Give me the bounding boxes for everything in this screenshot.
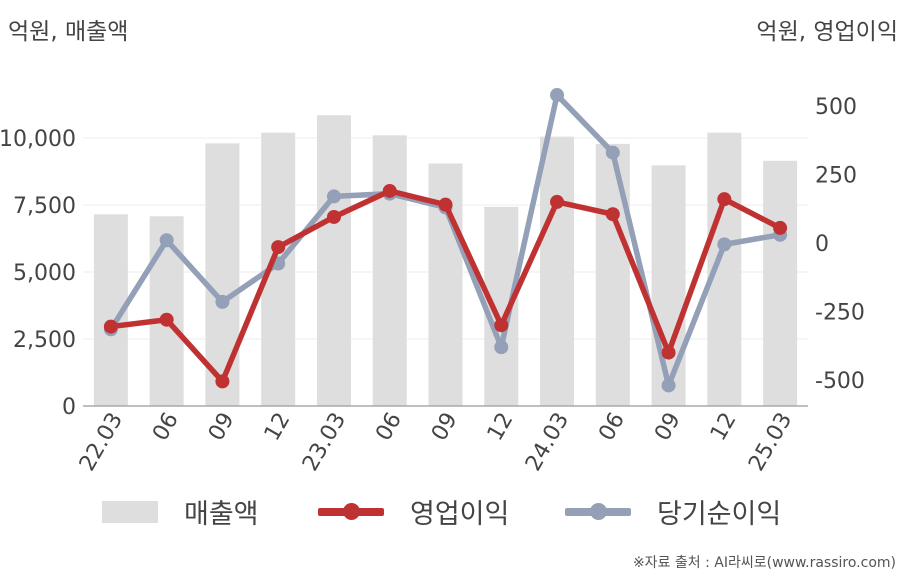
bar-revenue: [540, 136, 575, 406]
point-net-income: [717, 237, 732, 252]
left-axis-tick-label: 10,000: [0, 127, 76, 152]
bar-revenue: [763, 160, 798, 406]
point-net-income: [661, 378, 676, 393]
point-net-income: [215, 294, 230, 309]
point-operating-profit: [494, 318, 509, 333]
legend-label-revenue: 매출액: [184, 499, 259, 530]
x-axis-tick-label: 09: [650, 409, 686, 446]
x-axis-tick-label: 12: [260, 409, 296, 446]
point-operating-profit: [550, 194, 565, 209]
point-operating-profit: [326, 209, 341, 224]
point-operating-profit: [215, 374, 230, 389]
point-operating-profit: [773, 220, 788, 235]
legend-item-operating-profit: 영업이익: [318, 492, 509, 531]
bar-revenue: [651, 165, 686, 406]
x-axis-tick-label: 22.03: [75, 409, 128, 476]
left-axis-tick-label: 2,500: [13, 328, 76, 353]
right-axis-unit-label: 억원, 영업이익: [756, 19, 898, 45]
point-operating-profit: [103, 319, 118, 334]
left-axis-tick-label: 0: [62, 395, 76, 420]
point-operating-profit: [717, 192, 732, 207]
bar-revenue: [316, 115, 351, 406]
right-axis-tick-label: 0: [815, 232, 829, 257]
bar-revenue: [595, 143, 630, 406]
point-operating-profit: [438, 197, 453, 212]
legend-swatch-revenue: [102, 500, 158, 523]
right-axis-tick-label: 250: [815, 164, 857, 189]
left-axis-tick-label: 7,500: [13, 194, 76, 219]
point-net-income: [605, 145, 620, 160]
point-operating-profit: [661, 345, 676, 360]
point-operating-profit: [382, 183, 397, 198]
bar-revenue: [484, 206, 519, 406]
legend-item-net-income: 당기순이익: [565, 492, 781, 531]
point-operating-profit: [271, 240, 286, 255]
point-operating-profit: [159, 312, 174, 327]
right-axis-tick-label: -500: [815, 369, 865, 394]
legend-swatch-net-income: [565, 502, 631, 520]
legend-label-operating-profit: 영업이익: [410, 499, 510, 530]
x-axis-tick-label: 25.03: [744, 409, 797, 476]
point-operating-profit: [605, 207, 620, 222]
bar-revenue: [372, 135, 407, 406]
right-axis-tick-label: 500: [815, 95, 857, 120]
bar-revenue: [205, 143, 240, 407]
chart-legend: 매출액 영업이익 당기순이익: [0, 492, 908, 536]
x-axis-tick-label: 06: [148, 409, 184, 446]
x-axis-tick-label: 12: [483, 409, 519, 446]
point-net-income: [159, 233, 174, 248]
x-axis-tick-label: 06: [594, 409, 630, 446]
right-axis-tick-label: -250: [815, 301, 865, 326]
x-axis-tick-label: 12: [706, 409, 742, 446]
point-net-income: [494, 340, 509, 355]
left-axis-tick-label: 5,000: [13, 261, 76, 286]
point-net-income: [326, 189, 341, 204]
x-axis-tick-label: 09: [204, 409, 240, 446]
legend-swatch-operating-profit: [318, 502, 384, 520]
x-axis-tick-label: 09: [427, 409, 463, 446]
point-net-income: [550, 88, 565, 103]
bar-revenue: [149, 216, 184, 406]
x-axis-tick-label: 23.03: [298, 409, 351, 476]
x-axis-tick-label: 24.03: [521, 409, 574, 476]
legend-item-revenue: 매출액: [102, 492, 259, 531]
legend-label-net-income: 당기순이익: [657, 499, 782, 530]
combo-chart: 0 2,500 5,000 7,500 10,000 -500 -250 0 250 500 22.…: [0, 88, 865, 476]
x-axis-tick-label: 06: [371, 409, 407, 446]
left-axis-unit-label: 억원, 매출액: [8, 19, 129, 45]
source-credit: ※자료 출처 : AI라씨로(www.rassiro.com): [632, 555, 896, 571]
